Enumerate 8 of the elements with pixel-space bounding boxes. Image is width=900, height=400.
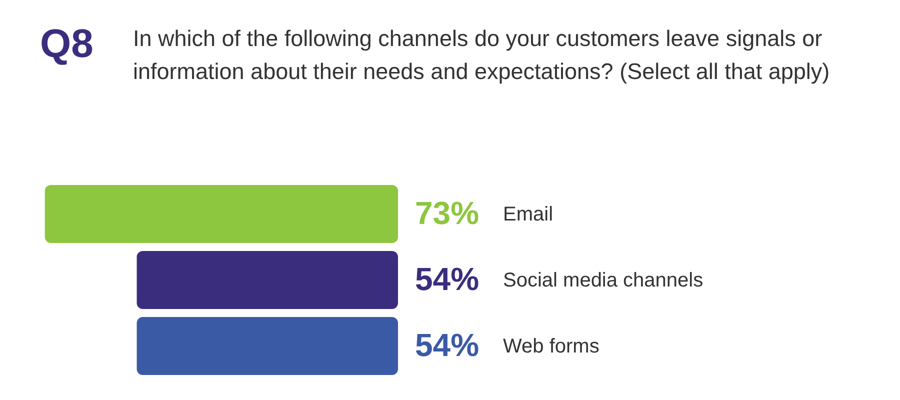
y-tick-label: Social media channels xyxy=(503,270,704,292)
chart-title: Q8 xyxy=(40,22,94,67)
text: In which of the following channels do your customers leave signals or information about their needs and expectations? (Select all that apply) xyxy=(133,25,831,86)
y-tick-label: Web forms xyxy=(503,336,600,358)
data-label: 73% xyxy=(415,194,480,231)
y-tick-label: Email xyxy=(503,204,554,226)
data-label: 54% xyxy=(415,326,480,363)
data-label: 54% xyxy=(415,260,480,297)
